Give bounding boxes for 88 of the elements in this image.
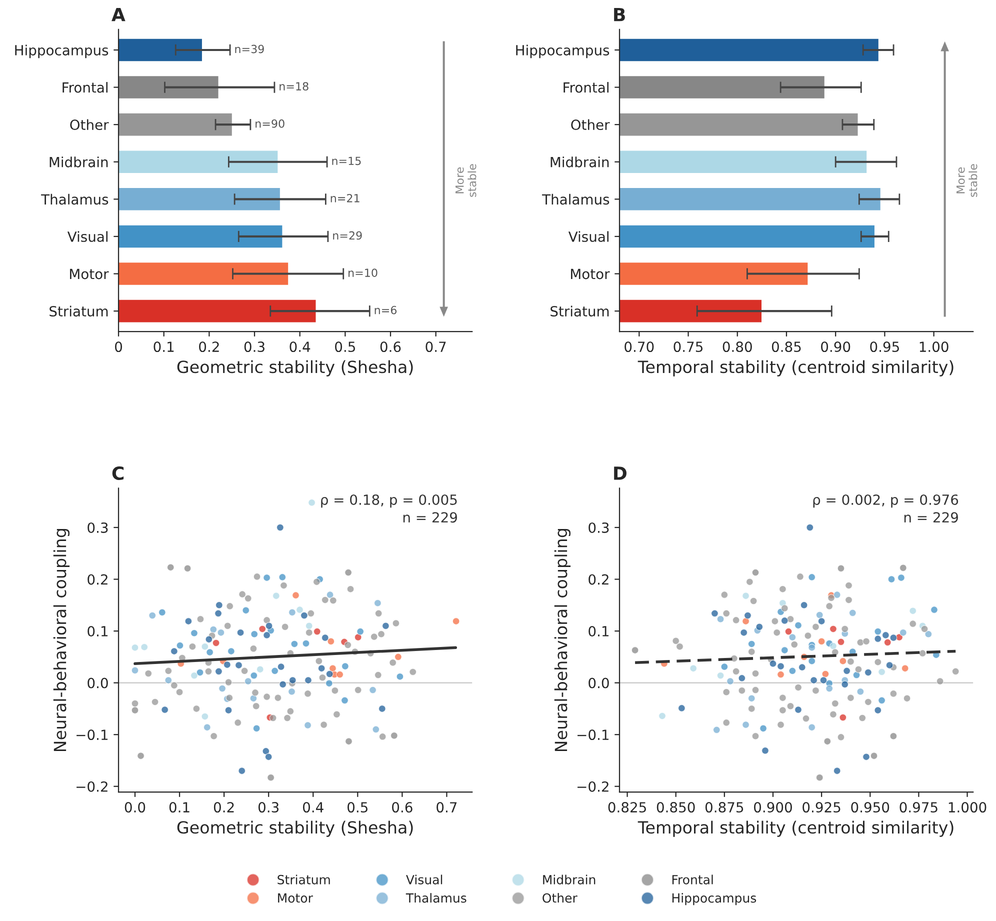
y-tick-label: Other [571,119,610,130]
x-axis-title: Temporal stability (centroid similarity) [638,360,954,376]
y-tick-label: Thalamus [41,194,108,205]
legend-label: Thalamus [406,893,466,903]
x-tick-label: 0.90 [821,342,850,352]
x-tick-label: 0 [115,342,122,352]
x-tick-label: 0.85 [772,342,801,352]
y-tick-label: 0.1 [88,626,108,637]
y-tick-label: Midbrain [550,156,609,168]
y-tick-label: Other [70,119,109,130]
y-axis-title: Neural-behavioral coupling [554,529,571,752]
y-tick-label: 0.2 [88,574,108,585]
x-tick-label: 0.80 [722,342,752,352]
y-tick-label: Motor [571,268,610,280]
x-tick-label: 0.975 [900,802,938,813]
y-tick-label: 0.0 [88,678,108,688]
x-tick-label: 0.95 [870,342,899,352]
y-tick-label: −0.2 [76,781,108,792]
x-tick-label: 0.2 [199,342,219,352]
x-tick-label: 0.70 [624,342,654,352]
y-tick-label: Hippocampus [15,44,108,58]
y-tick-label: 0.2 [588,574,608,585]
y-tick-label: −0.1 [578,730,609,740]
y-tick-label: Thalamus [542,194,610,205]
chart-title: D [614,466,626,480]
y-tick-label: Motor [70,268,109,280]
x-axis-title: Temporal stability (centroid similarity) [638,820,954,837]
y-tick-label: 0.1 [588,626,609,637]
chart-title: A [112,8,126,22]
annotation: ρ = 0.002, p = 0.976 n = 229 [813,494,958,523]
x-tick-label: 1.00 [920,342,948,352]
x-tick-label: 0.7 [426,342,446,352]
legend-label: Visual [406,874,442,884]
x-tick-label: 0.7 [436,802,457,813]
x-tick-label: 0.3 [244,342,264,352]
annotation: n=6 [374,306,397,314]
y-tick-label: Frontal [564,82,608,93]
x-tick-label: 0.0 [124,802,146,813]
legend-label: Frontal [672,874,713,884]
y-tick-label: Striatum [550,306,609,317]
annotation: n=10 [348,268,378,277]
legend-label: Hippocampus [672,893,756,906]
y-tick-label: 0.3 [588,522,609,533]
x-tick-label: 0.6 [392,802,412,813]
x-tick-label: 0.4 [290,342,310,352]
x-tick-label: 0.950 [851,802,890,813]
x-axis-title: Geometric stability (Shesha) [177,820,413,837]
y-tick-label: Striatum [50,306,108,317]
x-tick-label: 0.75 [674,342,703,352]
annotation: n=18 [280,82,308,91]
y-tick-label: 0.3 [88,522,108,533]
x-tick-label: 0.1 [154,342,174,352]
x-tick-label: 0.2 [214,802,234,813]
annotation: More stable [956,164,978,197]
annotation: ρ = 0.18, p = 0.005 n = 229 [321,494,457,523]
x-tick-label: 1.000 [948,802,986,813]
x-tick-label: 0.875 [705,802,744,813]
y-tick-label: Visual [67,231,108,242]
x-tick-label: 0.850 [656,802,695,813]
y-axis-title: Neural-behavioral coupling [53,529,70,752]
annotation: n=39 [235,44,264,54]
y-tick-label: −0.1 [76,730,108,740]
y-tick-label: Midbrain [50,156,108,168]
x-tick-label: 0.5 [348,802,368,813]
y-tick-label: Hippocampus [516,44,610,58]
chart-title: B [614,8,625,22]
x-tick-label: 0.900 [754,802,792,813]
legend-label: Motor [278,893,313,903]
x-tick-label: 0.925 [802,802,840,813]
x-tick-label: 0.4 [303,802,324,813]
annotation: n=29 [333,231,362,240]
x-tick-label: 0.5 [335,342,356,352]
legend-label: Midbrain [543,874,596,884]
x-tick-label: 0.1 [169,802,190,813]
x-tick-label: 0.3 [258,802,279,813]
x-tick-label: 0.6 [380,342,401,352]
legend-label: Striatum [278,874,330,884]
y-tick-label: Frontal [62,82,108,93]
annotation: More stable [456,164,476,197]
annotation: n=21 [330,194,360,202]
annotation: n=90 [256,119,284,128]
annotation: n=15 [332,156,361,166]
y-tick-label: −0.2 [578,781,608,792]
x-axis-title: Geometric stability (Shesha) [177,360,413,376]
x-tick-label: 0.825 [608,802,646,813]
y-tick-label: 0.0 [588,678,609,688]
chart-title: C [112,466,124,480]
y-tick-label: Visual [568,231,608,242]
